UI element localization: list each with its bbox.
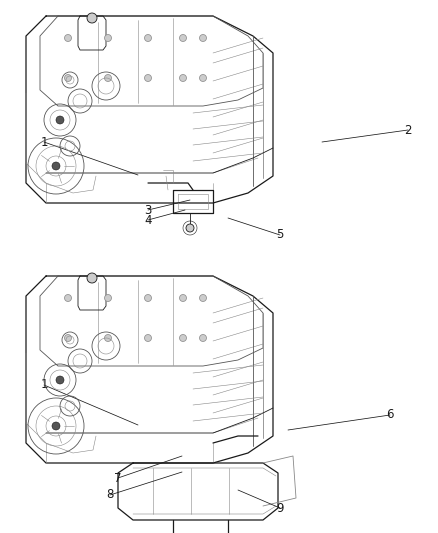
Circle shape [199, 295, 206, 302]
Circle shape [52, 162, 60, 170]
Text: 1: 1 [40, 135, 48, 149]
Circle shape [145, 35, 152, 42]
Circle shape [199, 75, 206, 82]
Circle shape [180, 35, 187, 42]
Circle shape [199, 35, 206, 42]
Circle shape [105, 295, 112, 302]
Circle shape [186, 224, 194, 232]
Text: 7: 7 [114, 472, 122, 484]
Circle shape [56, 116, 64, 124]
Circle shape [145, 75, 152, 82]
Circle shape [145, 295, 152, 302]
Circle shape [56, 376, 64, 384]
Circle shape [180, 335, 187, 342]
Text: 9: 9 [276, 502, 284, 514]
Text: 8: 8 [106, 489, 114, 502]
Circle shape [64, 335, 71, 342]
Circle shape [64, 295, 71, 302]
Text: 6: 6 [386, 408, 394, 422]
Circle shape [87, 273, 97, 283]
Circle shape [64, 75, 71, 82]
Circle shape [105, 35, 112, 42]
Circle shape [64, 35, 71, 42]
Circle shape [105, 75, 112, 82]
Circle shape [145, 335, 152, 342]
Circle shape [105, 335, 112, 342]
Text: 5: 5 [276, 229, 284, 241]
Text: 4: 4 [144, 214, 152, 227]
Text: 3: 3 [144, 204, 152, 216]
Text: 1: 1 [40, 378, 48, 392]
Circle shape [87, 13, 97, 23]
Circle shape [199, 335, 206, 342]
Circle shape [180, 75, 187, 82]
Circle shape [52, 422, 60, 430]
Text: 2: 2 [404, 124, 412, 136]
Circle shape [180, 295, 187, 302]
